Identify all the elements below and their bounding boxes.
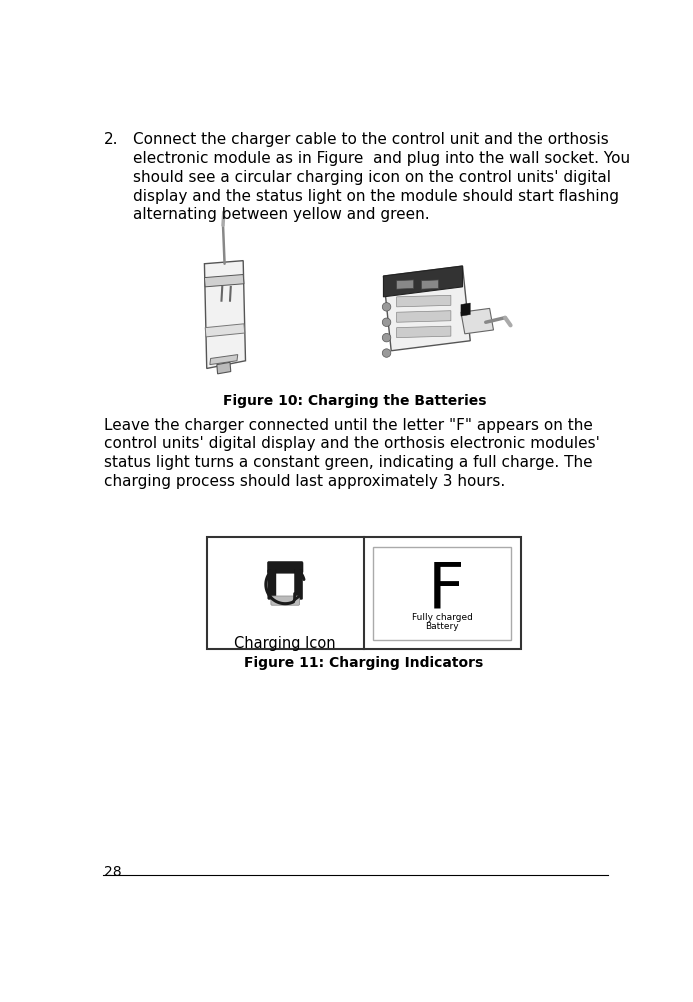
Polygon shape <box>217 363 231 375</box>
Polygon shape <box>396 327 451 339</box>
Text: should see a circular charging icon on the control units' digital: should see a circular charging icon on t… <box>133 169 611 184</box>
Text: control units' digital display and the orthosis electronic modules': control units' digital display and the o… <box>104 436 599 451</box>
Polygon shape <box>421 281 439 290</box>
Text: Battery: Battery <box>426 622 459 631</box>
Text: Charging Icon: Charging Icon <box>234 635 336 650</box>
Polygon shape <box>396 312 451 323</box>
Circle shape <box>383 319 391 328</box>
FancyBboxPatch shape <box>271 596 299 605</box>
Text: charging process should last approximately 3 hours.: charging process should last approximate… <box>104 474 505 489</box>
Circle shape <box>383 334 391 343</box>
Polygon shape <box>204 276 244 288</box>
FancyBboxPatch shape <box>295 570 303 600</box>
Polygon shape <box>383 267 462 298</box>
FancyBboxPatch shape <box>267 562 303 574</box>
FancyBboxPatch shape <box>373 547 511 640</box>
Text: display and the status light on the module should start flashing: display and the status light on the modu… <box>133 188 619 203</box>
Polygon shape <box>204 262 245 369</box>
Text: Figure 10: Charging the Batteries: Figure 10: Charging the Batteries <box>223 394 487 408</box>
FancyBboxPatch shape <box>207 538 520 649</box>
Text: 2.: 2. <box>104 132 119 146</box>
Text: Connect the charger cable to the control unit and the orthosis: Connect the charger cable to the control… <box>133 132 609 146</box>
Polygon shape <box>461 309 493 335</box>
Text: electronic module as in Figure  and plug into the wall socket. You: electronic module as in Figure and plug … <box>133 150 630 165</box>
Text: status light turns a constant green, indicating a full charge. The: status light turns a constant green, ind… <box>104 455 593 470</box>
Polygon shape <box>461 304 471 317</box>
Text: 28: 28 <box>104 864 121 878</box>
Circle shape <box>383 304 391 312</box>
Text: Leave the charger connected until the letter "F" appears on the: Leave the charger connected until the le… <box>104 417 593 432</box>
Polygon shape <box>396 296 451 308</box>
FancyBboxPatch shape <box>267 570 276 600</box>
Circle shape <box>383 350 391 358</box>
Polygon shape <box>210 356 238 366</box>
Text: Figure 11: Charging Indicators: Figure 11: Charging Indicators <box>244 655 483 669</box>
Polygon shape <box>205 325 245 338</box>
Text: alternating between yellow and green.: alternating between yellow and green. <box>133 207 430 222</box>
Polygon shape <box>383 267 471 352</box>
Text: F: F <box>428 558 465 620</box>
Polygon shape <box>396 281 414 290</box>
Text: Fully charged: Fully charged <box>412 612 473 621</box>
